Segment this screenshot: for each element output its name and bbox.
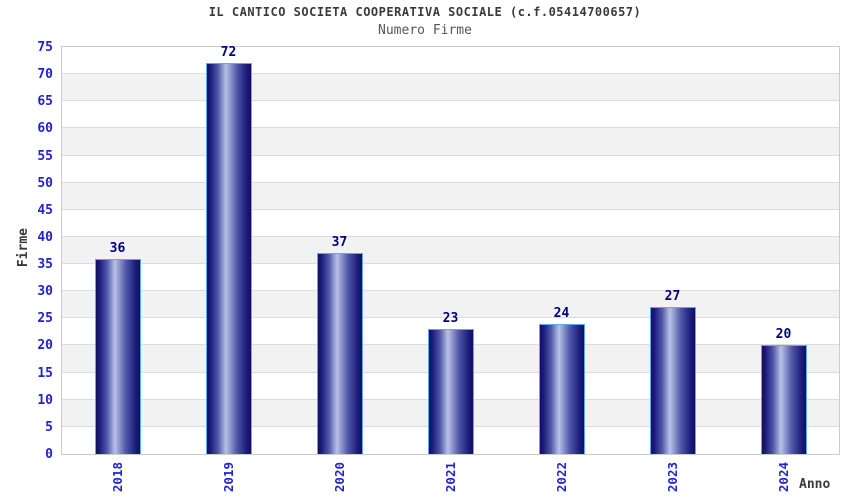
- y-tick-label: 30: [37, 284, 53, 300]
- y-tick-label: 0: [45, 447, 53, 462]
- y-tick-label: 75: [37, 40, 53, 55]
- bar-value-label: 36: [109, 240, 126, 256]
- gridline: [62, 181, 839, 183]
- plot-band: [62, 236, 839, 265]
- x-tick-label: 2022: [554, 462, 569, 498]
- plot-band: [62, 155, 839, 183]
- bar-2018: [94, 258, 141, 454]
- gridline: [62, 154, 839, 156]
- y-tick-label: 50: [37, 175, 53, 191]
- y-tick-label: 10: [37, 392, 53, 408]
- y-tick-label: 45: [37, 202, 53, 218]
- bar-2021: [427, 329, 474, 454]
- chart-subtitle: Numero Firme: [378, 23, 472, 38]
- x-tick-label-text: 2022: [553, 462, 569, 493]
- y-tick-label: 65: [37, 94, 53, 110]
- x-tick-label: 2021: [443, 462, 458, 498]
- x-tick-label: 2023: [665, 462, 680, 498]
- x-tick-label: 2019: [221, 462, 236, 498]
- plot-band: [62, 101, 839, 129]
- bar-value-label: 23: [442, 311, 459, 327]
- gridline: [62, 235, 839, 237]
- gridline: [62, 290, 839, 292]
- plot-band: [62, 291, 839, 319]
- x-tick-label-text: 2023: [664, 462, 680, 493]
- y-tick-label: 55: [37, 148, 53, 164]
- bar-2020: [316, 253, 363, 454]
- bar-value-label: 24: [553, 305, 570, 321]
- chart-title: IL CANTICO SOCIETA COOPERATIVA SOCIALE (…: [208, 5, 642, 19]
- bar-value-label: 72: [220, 45, 237, 61]
- plot-band: [62, 182, 839, 210]
- bar-2019: [205, 63, 252, 454]
- gridline: [62, 100, 839, 102]
- y-tick-label: 60: [37, 121, 53, 137]
- bar-value-label: 20: [775, 327, 792, 343]
- x-tick-label-text: 2024: [775, 462, 791, 493]
- plot-band: [62, 74, 839, 102]
- y-tick-label: 70: [37, 67, 53, 83]
- y-tick-label: 15: [37, 365, 53, 381]
- y-tick-label: 20: [37, 338, 53, 354]
- gridline: [62, 208, 839, 210]
- plot-area: 36 72 37 23 24 27 20: [61, 45, 840, 455]
- bar-value-label: 37: [331, 235, 348, 251]
- y-tick-label: 5: [45, 419, 53, 435]
- gridline: [62, 127, 839, 129]
- gridline: [62, 263, 839, 265]
- gridline: [62, 317, 839, 319]
- plot-band: [62, 128, 839, 156]
- y-tick-label: 40: [37, 229, 53, 245]
- x-tick-label-text: 2021: [442, 462, 458, 493]
- y-tick-label: 25: [37, 311, 53, 327]
- gridline: [62, 73, 839, 75]
- x-tick-label: 2018: [110, 462, 125, 498]
- bar-2022: [538, 323, 585, 454]
- plot-band: [62, 209, 839, 237]
- plot-band: [62, 264, 839, 292]
- x-tick-label: 2020: [332, 462, 347, 498]
- x-tick-label-text: 2019: [220, 462, 236, 493]
- x-axis-title: Anno: [799, 477, 831, 492]
- x-tick-label: 2024: [776, 462, 791, 498]
- bar-2023: [649, 307, 696, 454]
- bar-value-label: 27: [664, 289, 681, 305]
- x-tick-label-text: 2018: [109, 462, 125, 493]
- x-tick-label-text: 2020: [331, 462, 347, 493]
- bar-2024: [760, 345, 807, 454]
- plot-band: [62, 47, 839, 75]
- y-tick-label: 35: [37, 257, 53, 273]
